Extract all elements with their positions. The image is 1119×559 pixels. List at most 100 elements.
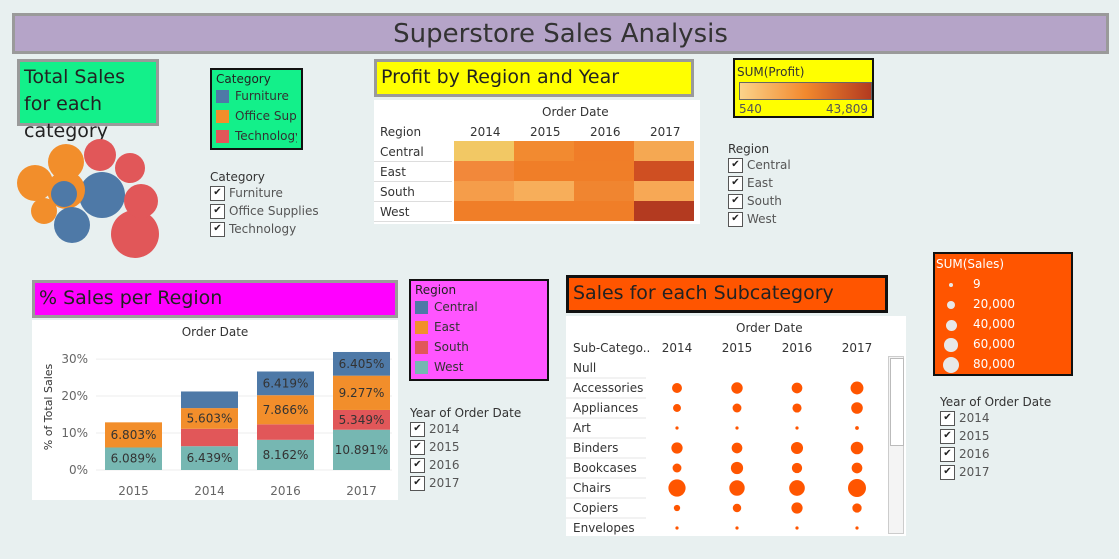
region-filter-option[interactable]: ✔ Central	[728, 156, 848, 174]
checkbox[interactable]: ✔	[728, 194, 743, 209]
checkbox[interactable]: ✔	[410, 440, 425, 455]
subcat-bubble[interactable]	[735, 426, 739, 430]
subcat-bubble[interactable]	[791, 462, 803, 474]
checkbox[interactable]: ✔	[728, 212, 743, 227]
bar-segment-east[interactable]	[257, 395, 314, 425]
year-filter-2-option[interactable]: ✔ 2014	[940, 409, 1080, 427]
heatmap-cell[interactable]	[514, 141, 574, 161]
bar-segment-east[interactable]	[333, 375, 390, 410]
subcat-bubble[interactable]	[789, 480, 805, 496]
checkbox[interactable]: ✔	[940, 429, 955, 444]
subcat-bubble[interactable]	[673, 504, 681, 512]
bar-segment-west[interactable]	[333, 429, 390, 470]
heatmap-cell[interactable]	[634, 181, 694, 201]
bar-segment-south[interactable]	[257, 424, 314, 440]
subcat-bubble[interactable]	[672, 463, 682, 473]
subcat-bubble[interactable]	[850, 441, 864, 455]
subcat-bubble[interactable]	[850, 381, 864, 395]
subcat-bubble[interactable]	[675, 426, 679, 430]
category-bubble[interactable]	[79, 172, 125, 218]
year-filter-2-option[interactable]: ✔ 2016	[940, 445, 1080, 463]
heatmap-cell[interactable]	[634, 201, 694, 221]
subcat-bubble[interactable]	[673, 404, 681, 412]
bar-segment-south[interactable]	[181, 428, 238, 447]
subcat-bubble[interactable]	[855, 426, 859, 430]
subcat-bubble[interactable]	[735, 526, 739, 530]
heatmap-cell[interactable]	[514, 161, 574, 181]
region-filter-option[interactable]: ✔ West	[728, 210, 848, 228]
category-legend-item[interactable]: Technology	[216, 126, 297, 146]
subcat-bubble[interactable]	[732, 403, 742, 413]
heatmap-cell[interactable]	[454, 201, 514, 221]
checkbox[interactable]: ✔	[940, 465, 955, 480]
bar-segment-east[interactable]	[181, 408, 238, 429]
heatmap-cell[interactable]	[634, 161, 694, 181]
checkbox[interactable]: ✔	[410, 458, 425, 473]
bar-segment-central[interactable]	[257, 371, 314, 396]
bar-segment-central[interactable]	[333, 351, 390, 376]
subcat-bubble[interactable]	[730, 461, 744, 475]
heatmap-cell[interactable]	[574, 181, 634, 201]
subcat-bubble[interactable]	[731, 442, 743, 454]
year-filter-1-option[interactable]: ✔ 2016	[410, 456, 550, 474]
subcat-bubble[interactable]	[848, 479, 866, 497]
heatmap-cell[interactable]	[634, 141, 694, 161]
heatmap-cell[interactable]	[574, 161, 634, 181]
category-bubble[interactable]	[51, 181, 77, 207]
checkbox[interactable]: ✔	[210, 204, 225, 219]
heatmap-cell[interactable]	[514, 201, 574, 221]
heatmap-cell[interactable]	[574, 141, 634, 161]
category-bubble[interactable]	[111, 210, 159, 258]
category-bubble[interactable]	[115, 153, 145, 183]
subcat-bubble[interactable]	[672, 383, 682, 393]
subcat-bubble[interactable]	[791, 382, 803, 394]
year-filter-2-option[interactable]: ✔ 2017	[940, 463, 1080, 481]
heatmap-cell[interactable]	[454, 141, 514, 161]
category-filter-option[interactable]: ✔ Furniture	[210, 184, 350, 202]
subcat-bubble[interactable]	[792, 403, 802, 413]
region-legend-item[interactable]: West	[415, 357, 543, 377]
region-legend-item[interactable]: South	[415, 337, 543, 357]
year-filter-1-option[interactable]: ✔ 2014	[410, 420, 550, 438]
category-bubble[interactable]	[84, 139, 116, 171]
year-filter-1-option[interactable]: ✔ 2017	[410, 474, 550, 492]
region-filter-option[interactable]: ✔ East	[728, 174, 848, 192]
category-filter-option[interactable]: ✔ Office Supplies	[210, 202, 350, 220]
category-bubble[interactable]	[54, 207, 90, 243]
region-legend-item[interactable]: Central	[415, 297, 543, 317]
region-legend-item[interactable]: East	[415, 317, 543, 337]
checkbox[interactable]: ✔	[728, 158, 743, 173]
checkbox[interactable]: ✔	[410, 476, 425, 491]
subcat-bubble[interactable]	[668, 479, 686, 497]
subcat-bubble[interactable]	[795, 426, 799, 430]
category-legend-item[interactable]: Office Sup..	[216, 106, 297, 126]
checkbox[interactable]: ✔	[410, 422, 425, 437]
bar-segment-south[interactable]	[333, 409, 390, 430]
subcat-scroll-thumb[interactable]	[890, 358, 904, 446]
category-bubble[interactable]	[48, 144, 84, 180]
subcat-bubble[interactable]	[675, 526, 679, 530]
bar-segment-central[interactable]	[181, 391, 238, 409]
checkbox[interactable]: ✔	[210, 222, 225, 237]
checkbox[interactable]: ✔	[940, 447, 955, 462]
subcat-bubble[interactable]	[851, 462, 863, 474]
year-filter-2-option[interactable]: ✔ 2015	[940, 427, 1080, 445]
bar-segment-west[interactable]	[181, 446, 238, 470]
checkbox[interactable]: ✔	[728, 176, 743, 191]
category-filter-option[interactable]: ✔ Technology	[210, 220, 350, 238]
heatmap-cell[interactable]	[514, 181, 574, 201]
checkbox[interactable]: ✔	[940, 411, 955, 426]
year-filter-1-option[interactable]: ✔ 2015	[410, 438, 550, 456]
subcat-bubble[interactable]	[790, 441, 804, 455]
bar-segment-west[interactable]	[105, 447, 162, 470]
subcat-bubble[interactable]	[732, 503, 742, 513]
subcat-bubble[interactable]	[729, 480, 745, 496]
heatmap-cell[interactable]	[454, 161, 514, 181]
category-legend-item[interactable]: Furniture	[216, 86, 297, 106]
subcat-bubble[interactable]	[795, 526, 799, 530]
heatmap-cell[interactable]	[574, 201, 634, 221]
bar-segment-west[interactable]	[257, 439, 314, 470]
region-filter-option[interactable]: ✔ South	[728, 192, 848, 210]
subcat-bubble[interactable]	[671, 442, 683, 454]
bar-segment-east[interactable]	[105, 422, 162, 448]
